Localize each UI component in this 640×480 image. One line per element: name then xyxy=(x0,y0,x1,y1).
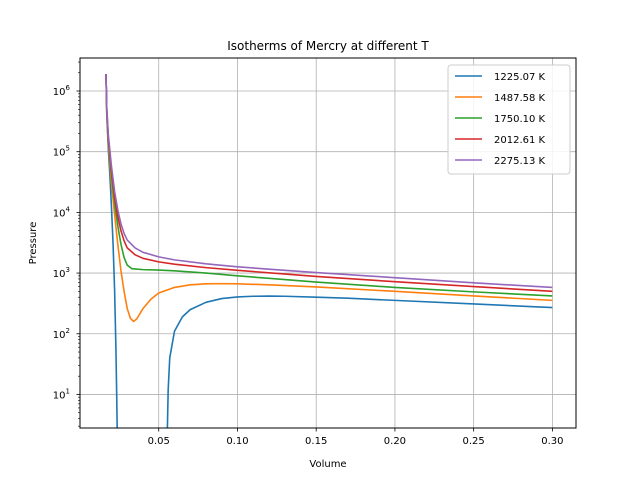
y-axis: 101 102 103 104 105 106 xyxy=(53,61,80,427)
y-tick-label: 101 xyxy=(53,387,70,401)
plot-frame xyxy=(79,57,577,429)
x-tick-label: 0.30 xyxy=(541,436,563,447)
series-line xyxy=(166,295,553,428)
legend-label: 2012.61 K xyxy=(494,135,546,146)
x-axis-label: Volume xyxy=(309,459,346,470)
series-lines xyxy=(105,74,553,428)
legend: 1225.07 K 1487.58 K 1750.10 K 2012.61 K 2275… xyxy=(447,64,571,175)
y-axis-label: Pressure xyxy=(28,222,39,265)
series-line xyxy=(105,74,553,289)
x-tick-label: 0.10 xyxy=(226,436,248,447)
y-tick-label: 103 xyxy=(53,266,70,280)
x-tick-label: 0.15 xyxy=(305,436,327,447)
x-tick-label: 0.20 xyxy=(384,436,406,447)
legend-label: 2275.13 K xyxy=(494,156,546,167)
series-line xyxy=(105,74,553,323)
legend-label: 1750.10 K xyxy=(494,114,546,125)
chart-title: Isotherms of Mercry at different T xyxy=(227,39,429,53)
y-tick-label: 104 xyxy=(53,205,71,219)
x-tick-label: 0.25 xyxy=(463,436,485,447)
y-tick-label: 105 xyxy=(53,145,70,159)
legend-box xyxy=(447,64,571,175)
legend-label: 1487.58 K xyxy=(494,93,546,104)
x-axis: 0.05 0.10 0.15 0.20 0.25 0.30 xyxy=(148,428,564,447)
y-tick-label: 106 xyxy=(53,84,71,98)
y-tick-label: 102 xyxy=(53,327,70,341)
legend-label: 1225.07 K xyxy=(494,72,546,83)
x-tick-label: 0.05 xyxy=(148,436,170,447)
